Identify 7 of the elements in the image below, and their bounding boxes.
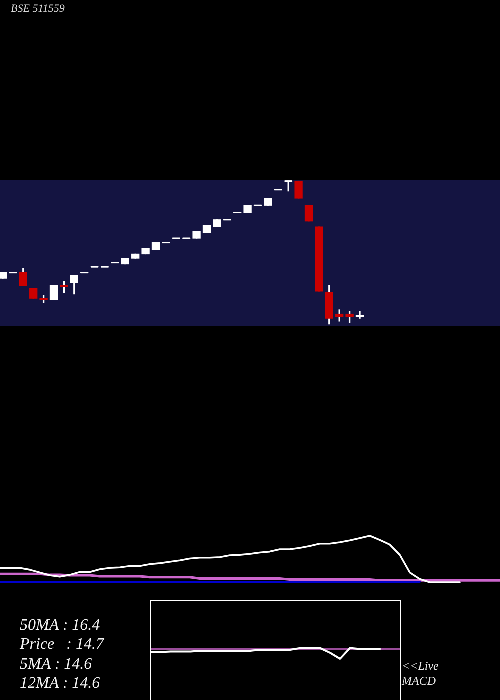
candlestick [356, 311, 364, 319]
text: 5MA : 14.6 [20, 654, 94, 674]
annotation: <<Live MACD [402, 659, 440, 688]
text: 50MA : 16.4 [20, 616, 102, 636]
text: Price : 14.7 [20, 635, 104, 655]
text: 12MA : 14.6 [20, 674, 102, 694]
chart-title: BSE 511559 [11, 3, 65, 16]
